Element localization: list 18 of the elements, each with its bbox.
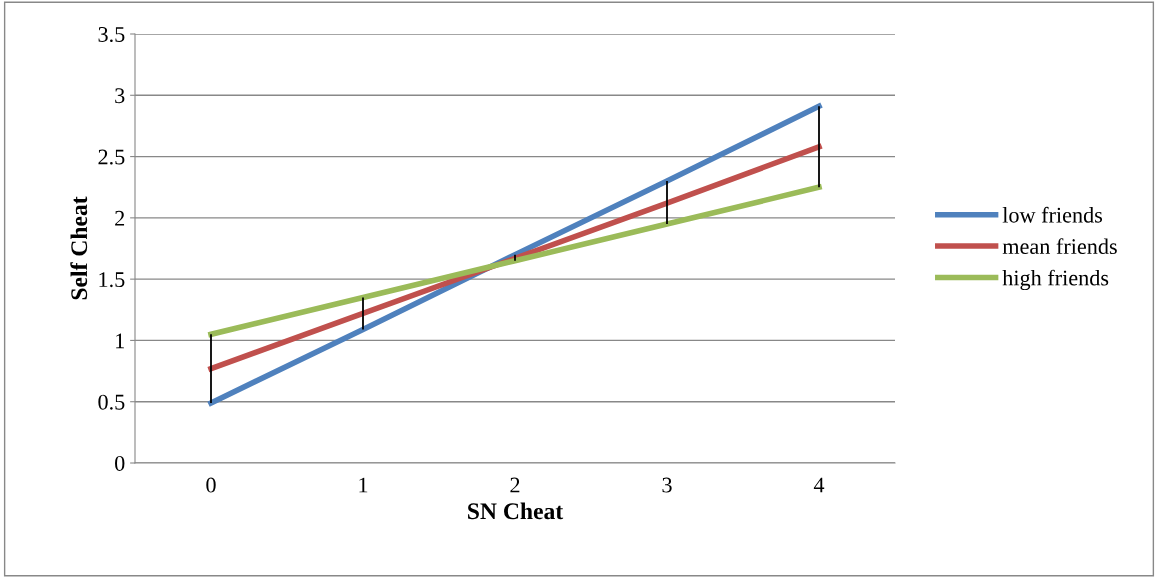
x-tick-label: 1 [359,477,368,493]
x-tick-label: 2 [510,477,520,493]
x-tick-label: 3 [662,477,672,493]
y-tick-label: 2 [115,210,125,226]
y-tick-label: 3 [115,88,125,104]
y-tick-label: 0.5 [98,394,125,410]
y-tick-label: 0 [115,455,125,471]
y-axis-title: Self Cheat [70,196,88,300]
x-axis-title: SN Cheat [468,502,564,520]
x-tick-label: 4 [813,477,825,493]
legend-label: mean friends [1002,238,1117,255]
y-tick-label: 3.5 [98,26,125,43]
y-tick-label: 1.5 [99,272,125,288]
y-tick-label: 2.5 [98,149,125,165]
legend-label: low friends [1002,206,1103,223]
x-tick-label: 0 [206,477,216,493]
y-tick-label: 1 [116,333,124,349]
legend-label: high friends [1002,269,1109,291]
